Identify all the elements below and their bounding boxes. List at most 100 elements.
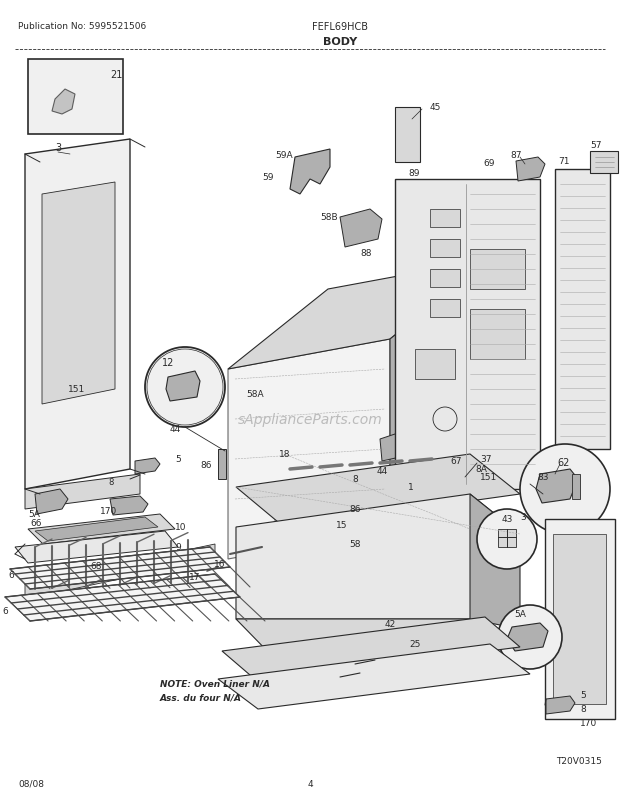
Text: 58: 58 — [349, 540, 361, 549]
Circle shape — [498, 606, 562, 669]
Text: 6: 6 — [8, 571, 14, 580]
Bar — [498, 529, 516, 547]
Polygon shape — [390, 260, 490, 529]
Polygon shape — [25, 140, 130, 489]
Text: 16: 16 — [215, 560, 226, 569]
Text: 37: 37 — [480, 455, 492, 464]
Polygon shape — [340, 210, 382, 248]
Text: 21: 21 — [110, 70, 122, 80]
Polygon shape — [395, 180, 540, 489]
Text: 10: 10 — [175, 523, 187, 532]
Text: 88: 88 — [360, 249, 371, 258]
Text: 18: 18 — [279, 450, 291, 459]
Polygon shape — [222, 618, 520, 681]
Polygon shape — [236, 455, 520, 528]
Polygon shape — [42, 183, 115, 404]
Text: 8: 8 — [108, 478, 113, 487]
Text: 8: 8 — [352, 475, 358, 484]
Polygon shape — [135, 459, 160, 475]
Polygon shape — [10, 547, 230, 589]
Text: 9: 9 — [175, 543, 181, 552]
Text: Ass. du four N/A: Ass. du four N/A — [160, 693, 242, 702]
Bar — [470, 310, 525, 359]
Text: 17: 17 — [189, 573, 201, 581]
Bar — [430, 300, 460, 318]
Text: BODY: BODY — [323, 37, 357, 47]
Text: 151: 151 — [480, 473, 497, 482]
Polygon shape — [236, 528, 284, 619]
Polygon shape — [15, 532, 178, 563]
Text: 89: 89 — [408, 169, 420, 178]
Text: 5: 5 — [580, 691, 586, 699]
Text: 83: 83 — [538, 473, 549, 482]
Text: 5A: 5A — [514, 610, 526, 618]
Polygon shape — [536, 469, 578, 504]
Text: 5A: 5A — [28, 510, 40, 519]
Text: 71: 71 — [558, 157, 570, 166]
Text: 58A: 58A — [246, 390, 264, 399]
Text: 170: 170 — [580, 719, 597, 727]
Polygon shape — [5, 574, 240, 622]
Polygon shape — [507, 623, 548, 651]
Bar — [430, 210, 460, 228]
Text: 1: 1 — [408, 483, 414, 492]
Bar — [553, 534, 606, 704]
Polygon shape — [545, 520, 615, 719]
Polygon shape — [25, 475, 140, 509]
Circle shape — [477, 509, 537, 569]
Text: 8A: 8A — [475, 465, 487, 474]
Text: sApplianceParts.com: sApplianceParts.com — [237, 412, 383, 427]
Bar — [430, 269, 460, 288]
Circle shape — [273, 508, 317, 551]
Bar — [572, 475, 580, 500]
Text: 3: 3 — [55, 143, 61, 153]
Text: 5: 5 — [175, 455, 181, 464]
Text: 12: 12 — [162, 358, 174, 367]
Text: 62: 62 — [557, 457, 569, 468]
Polygon shape — [25, 545, 215, 599]
Text: 3: 3 — [520, 512, 526, 522]
Bar — [430, 240, 460, 257]
Polygon shape — [166, 371, 200, 402]
Text: 151: 151 — [68, 385, 86, 394]
Polygon shape — [228, 339, 390, 559]
Text: 42: 42 — [384, 620, 396, 629]
Bar — [28, 60, 123, 135]
Text: 59: 59 — [262, 173, 273, 182]
Text: 45: 45 — [430, 103, 441, 112]
Polygon shape — [110, 496, 148, 516]
Bar — [590, 152, 618, 174]
Polygon shape — [236, 494, 520, 619]
Text: 67: 67 — [450, 457, 461, 466]
Text: 43: 43 — [502, 515, 513, 524]
Text: 6: 6 — [2, 607, 7, 616]
Polygon shape — [555, 170, 610, 449]
Bar — [415, 350, 455, 379]
Polygon shape — [35, 489, 68, 514]
Text: 170: 170 — [100, 507, 117, 516]
Text: 87: 87 — [510, 150, 521, 160]
Text: 66: 66 — [30, 519, 42, 528]
Text: 69: 69 — [483, 158, 495, 168]
Polygon shape — [218, 644, 530, 709]
Text: 86: 86 — [349, 505, 361, 514]
Polygon shape — [470, 494, 520, 630]
Text: FEFL69HCB: FEFL69HCB — [312, 22, 368, 32]
Bar — [218, 449, 226, 480]
Polygon shape — [236, 619, 520, 659]
Circle shape — [145, 347, 225, 427]
Polygon shape — [228, 260, 490, 370]
Polygon shape — [52, 90, 75, 115]
Polygon shape — [516, 158, 545, 182]
Text: 59A: 59A — [275, 150, 293, 160]
Text: 68: 68 — [90, 561, 102, 571]
Text: 08/08: 08/08 — [18, 779, 44, 788]
Text: 58B: 58B — [320, 213, 338, 222]
Text: 86: 86 — [200, 461, 211, 470]
Polygon shape — [546, 696, 575, 714]
Polygon shape — [380, 435, 405, 461]
Text: 57: 57 — [590, 140, 601, 149]
Text: 15: 15 — [336, 520, 348, 530]
Bar — [470, 249, 525, 290]
Text: 8: 8 — [580, 705, 586, 714]
